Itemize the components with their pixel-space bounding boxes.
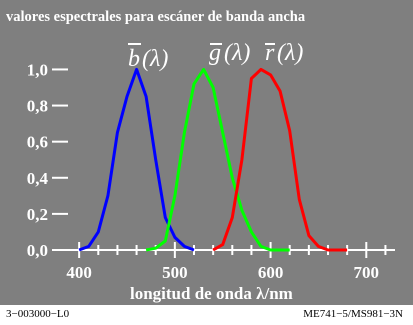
x-tick-label-0: 400: [66, 263, 92, 282]
series-lines: [78, 67, 348, 252]
label-r-arg: (λ): [277, 40, 303, 66]
label-b-arg: (λ): [142, 46, 168, 72]
series-line-1: [145, 67, 290, 252]
label-r-symbol: r: [265, 40, 275, 66]
label-g-arg: (λ): [224, 40, 250, 66]
x-tick-label-2: 600: [258, 263, 284, 282]
tick-labels: 0,0 0,2 0,4 0,6 0,8 1,0 400 500 600 700: [27, 60, 379, 282]
x-axis-label: longitud de onda λ/nm: [130, 284, 293, 303]
y-tick-label-2: 0,4: [27, 169, 49, 188]
y-tick-label-3: 0,6: [27, 133, 48, 152]
label-b-symbol: b: [128, 46, 140, 72]
chart-background: [0, 0, 413, 305]
footer-left: 3−003000−L0: [6, 308, 70, 320]
chart-title: valores espectrales para escáner de band…: [6, 9, 306, 25]
series-line-0: [78, 67, 195, 252]
y-tick-label-5: 1,0: [27, 60, 48, 79]
y-tick-label-0: 0,0: [27, 241, 48, 260]
label-g-symbol: g: [209, 40, 221, 66]
label-g: g (λ): [209, 40, 250, 66]
x-tick-label-3: 700: [354, 263, 380, 282]
x-tick-label-1: 500: [162, 263, 188, 282]
spectral-chart: valores espectrales para escáner de band…: [0, 0, 413, 305]
series-labels: b (λ) g (λ) r (λ): [128, 40, 303, 72]
footer-right: ME741−5/MS981−3N: [303, 308, 403, 320]
y-tick-label-4: 0,8: [27, 97, 48, 116]
label-b: b (λ): [128, 43, 168, 72]
y-tick-label-1: 0,2: [27, 205, 48, 224]
series-line-2: [212, 67, 348, 252]
label-r: r (λ): [265, 40, 303, 66]
